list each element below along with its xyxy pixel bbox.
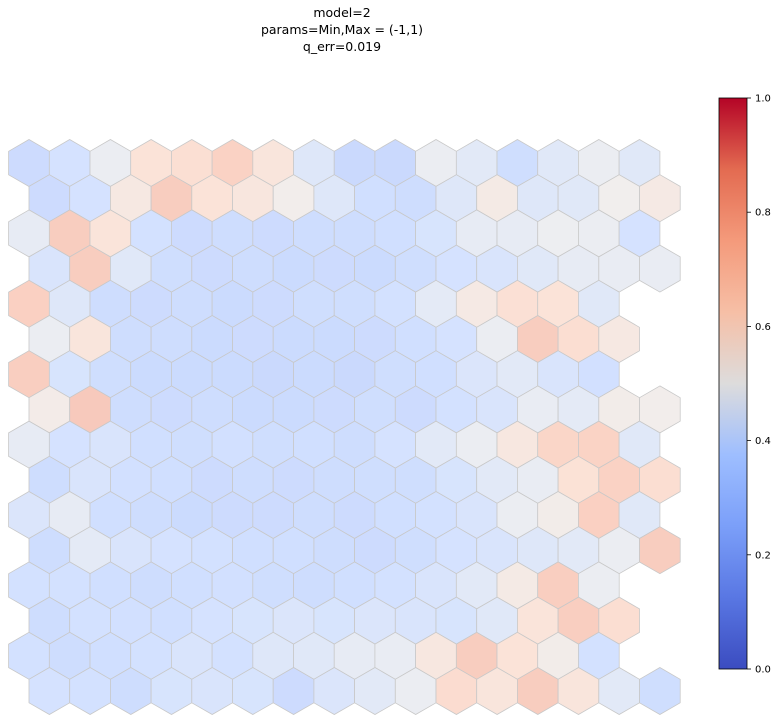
colorbar-tick-label: 1.0 bbox=[755, 94, 771, 105]
chart-title: model=2 params=Min,Max = (-1,1) q_err=0.… bbox=[0, 4, 684, 55]
colorbar-tick-label: 0.8 bbox=[755, 208, 771, 219]
colorbar-gradient bbox=[718, 97, 748, 670]
hex-cell bbox=[639, 526, 681, 575]
colorbar-tick-label: 0.0 bbox=[755, 665, 771, 676]
title-line-params: params=Min,Max = (-1,1) bbox=[260, 22, 424, 37]
hex-cell bbox=[639, 244, 681, 293]
colorbar-tick-label: 0.4 bbox=[755, 436, 771, 447]
colorbar-tick-label: 0.2 bbox=[755, 550, 771, 561]
colorbar-tick-label: 0.6 bbox=[755, 322, 771, 333]
title-line-model: model=2 bbox=[313, 5, 371, 20]
title-line-qerr: q_err=0.019 bbox=[302, 39, 382, 54]
hex-heatmap bbox=[8, 139, 681, 715]
hex-cell bbox=[639, 667, 681, 715]
